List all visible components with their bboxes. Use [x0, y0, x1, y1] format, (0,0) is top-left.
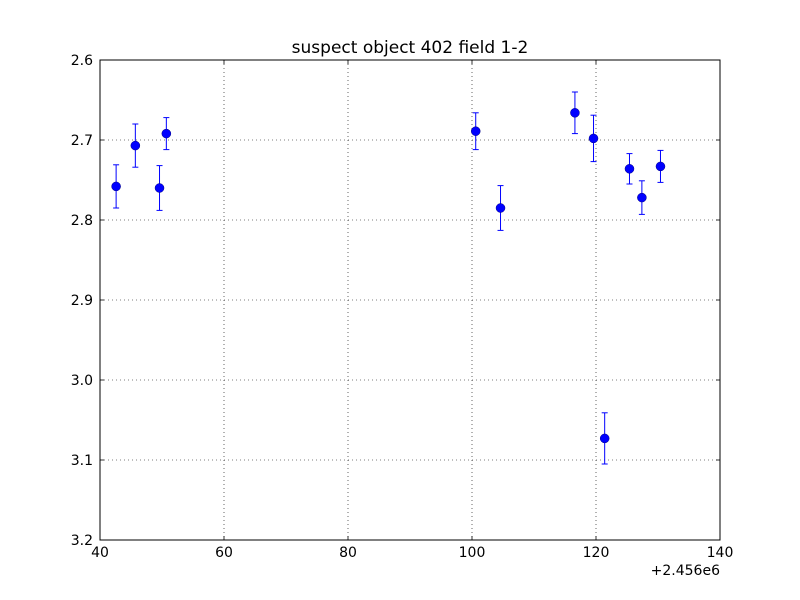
data-point — [130, 140, 141, 151]
data-points — [111, 108, 666, 444]
grid — [100, 60, 720, 540]
data-point — [588, 133, 599, 144]
data-point — [570, 108, 580, 118]
y-tick-label: 3.0 — [71, 373, 93, 389]
y-tick-label: 2.8 — [71, 213, 93, 229]
y-tick-label: 3.2 — [71, 533, 93, 549]
x-tick-label: 100 — [459, 545, 486, 561]
x-axis-tick-labels: 40 60 80 100 120 140 — [91, 545, 733, 561]
data-point — [655, 161, 666, 172]
error-bars — [113, 91, 664, 465]
x-tick-label: 40 — [91, 545, 109, 561]
x-tick-label: 120 — [583, 545, 610, 561]
chart-title: suspect object 402 field 1-2 — [292, 38, 529, 58]
data-point — [111, 181, 121, 192]
data-point — [470, 126, 481, 136]
axis-ticks — [99, 59, 721, 541]
x-tick-label: 80 — [339, 545, 357, 561]
y-axis-tick-labels: 2.6 2.7 2.8 2.9 3.0 3.1 3.2 — [71, 53, 93, 549]
data-point — [154, 183, 165, 193]
y-tick-label: 3.1 — [71, 453, 93, 469]
data-point — [637, 192, 647, 203]
x-tick-label: 60 — [215, 545, 233, 561]
data-point — [624, 164, 635, 174]
x-axis-offset-label: +2.456e6 — [651, 563, 720, 579]
data-point — [599, 433, 610, 444]
data-point — [161, 128, 172, 139]
y-tick-label: 2.7 — [71, 133, 93, 149]
y-tick-label: 2.9 — [71, 293, 93, 309]
x-tick-label: 140 — [707, 545, 734, 561]
y-tick-label: 2.6 — [71, 53, 93, 69]
data-point — [495, 203, 506, 213]
